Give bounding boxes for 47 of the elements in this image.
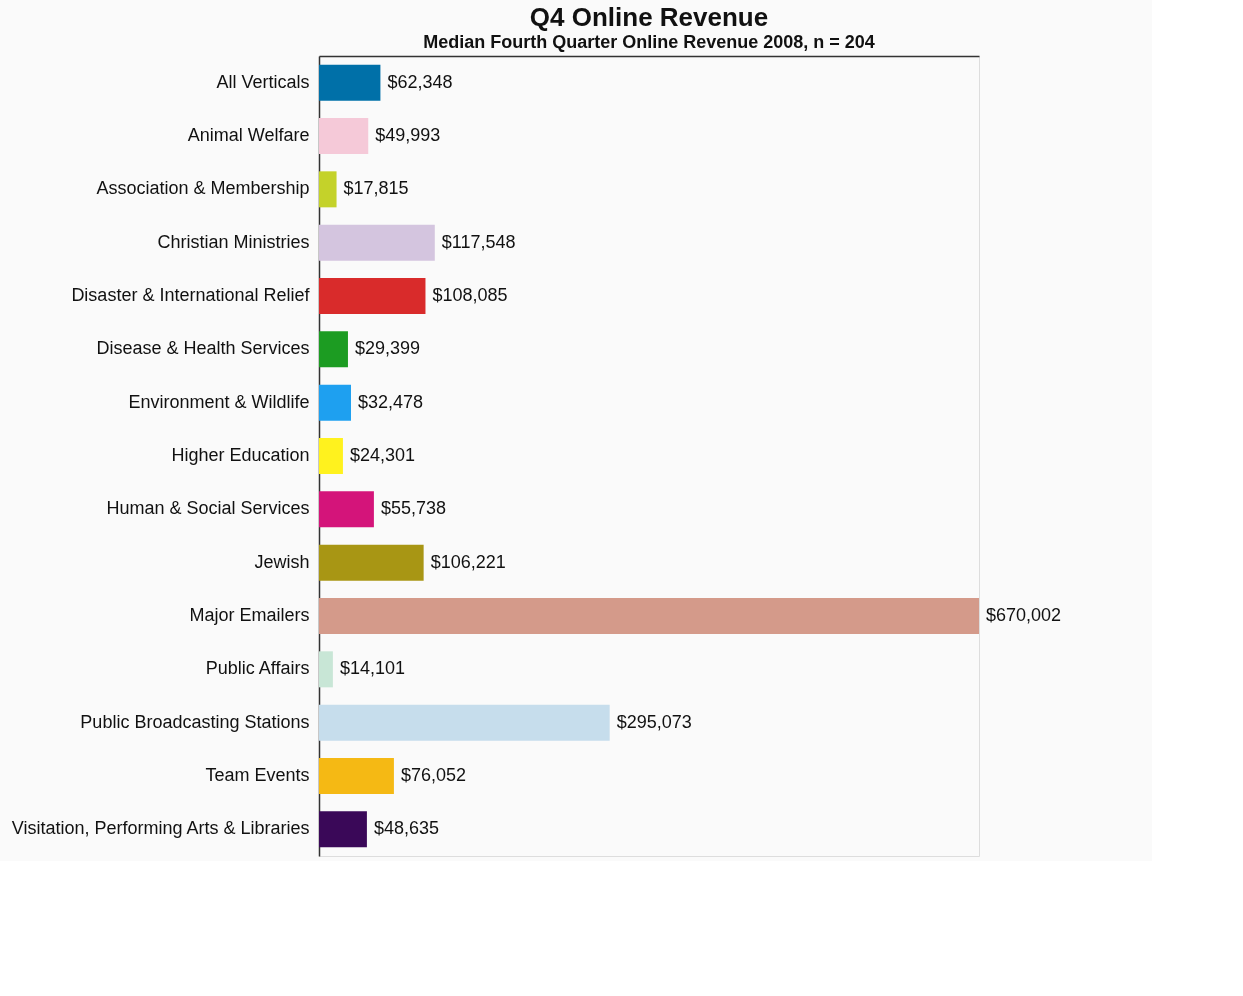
chart-title: Q4 Online Revenue [529, 2, 769, 32]
data-label: $48,635 [373, 818, 439, 839]
y-tick-label: Animal Welfare [187, 125, 310, 145]
bar [319, 331, 348, 368]
bar [319, 651, 333, 688]
data-label: $17,815 [343, 178, 409, 199]
data-label: $29,399 [354, 338, 421, 359]
y-tick-label: Visitation, Performing Arts & Libraries [11, 818, 310, 839]
data-label: $49,993 [375, 125, 441, 145]
data-label: $106,221 [430, 551, 506, 572]
y-tick-label: Disease & Health Services [96, 338, 310, 359]
data-label: $295,073 [616, 711, 692, 732]
bar [319, 171, 337, 208]
y-tick-label: Higher Education [171, 445, 310, 465]
bar [319, 758, 394, 794]
data-label: $24,301 [349, 445, 416, 465]
bar [319, 544, 424, 581]
bar [319, 384, 351, 421]
y-tick-label: Environment & Wildlife [128, 391, 310, 412]
chart-subtitle: Median Fourth Quarter Online Revenue 2008, n = 204 [423, 32, 875, 52]
y-tick-label: All Verticals [216, 71, 310, 92]
bar [319, 811, 367, 848]
bar [319, 64, 381, 101]
y-tick-label: Christian Ministries [157, 231, 310, 252]
y-tick-label: Human & Social Services [106, 498, 310, 519]
bar [319, 118, 369, 154]
y-tick-label: Public Affairs [205, 658, 310, 679]
data-label: $108,085 [432, 285, 508, 305]
data-label: $62,348 [387, 71, 453, 92]
data-label: $32,478 [357, 391, 424, 412]
data-label: $670,002 [986, 605, 1062, 625]
y-tick-label: Public Broadcasting Stations [80, 711, 310, 732]
bar [319, 704, 610, 741]
data-label: $14,101 [339, 658, 405, 679]
data-label: $117,548 [441, 231, 516, 252]
y-tick-label: Disaster & International Relief [71, 285, 311, 305]
data-label: $76,052 [400, 765, 466, 785]
bar [319, 598, 979, 634]
data-label: $55,738 [380, 498, 446, 519]
bar [319, 278, 426, 314]
y-tick-label: Major Emailers [189, 605, 310, 625]
y-tick-label: Team Events [205, 765, 310, 785]
bar [319, 224, 435, 261]
y-tick-label: Jewish [254, 551, 310, 572]
y-tick-label: Association & Membership [96, 178, 310, 199]
bar [319, 491, 374, 528]
bar [319, 438, 343, 474]
